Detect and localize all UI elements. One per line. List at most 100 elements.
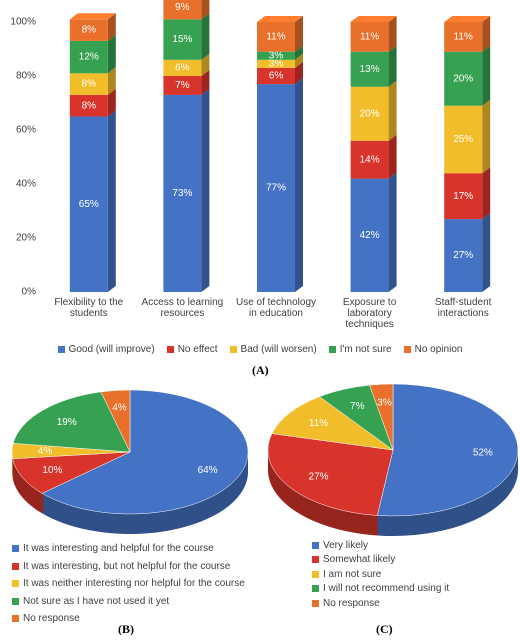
bar-side (107, 13, 116, 41)
legend-label: Good (will improve) (68, 344, 155, 355)
legend-entry: Not sure as I have not used it yet (12, 593, 245, 611)
data-label: 10% (42, 465, 62, 476)
bar-side (388, 134, 397, 179)
data-label: 11% (454, 31, 473, 42)
bar (163, 94, 202, 293)
bar-side (482, 16, 491, 52)
y-tick-label: 100% (10, 17, 36, 28)
x-tick-label: Use of technology in education (235, 297, 317, 319)
bar (444, 219, 483, 292)
data-label: 8% (82, 25, 97, 36)
bar (444, 173, 483, 220)
bar-side (201, 53, 210, 76)
legend-entry: It was interesting and helpful for the c… (12, 540, 245, 558)
y-tick-label: 0% (22, 287, 37, 298)
legend-label: No effect (177, 344, 218, 355)
bar (69, 19, 108, 41)
legend-entry: No response (12, 610, 245, 628)
data-label: 65% (79, 199, 99, 210)
legend-label: Bad (will worsen) (240, 344, 317, 355)
pie-slice (12, 391, 131, 453)
data-label: 7% (175, 80, 190, 91)
bar (163, 19, 202, 60)
data-label: 11% (360, 31, 379, 42)
legend-swatch (312, 541, 319, 549)
x-tick-label: Staff-student interactions (434, 297, 492, 319)
pie-slice (100, 389, 131, 453)
legend-label: It was neither interesting nor helpful f… (23, 578, 245, 590)
bar (257, 67, 295, 85)
bar (163, 76, 202, 95)
legend-label: Very likely (323, 539, 369, 551)
bar (257, 59, 295, 68)
legend-swatch (12, 545, 19, 553)
legend-swatch (312, 556, 319, 564)
data-label: 20% (360, 108, 380, 119)
bar-side (388, 172, 397, 292)
data-label: 9% (175, 2, 190, 13)
data-label: 11% (266, 31, 285, 42)
data-label: 52% (473, 448, 493, 459)
legend-swatch (12, 615, 19, 623)
pie-slice (369, 383, 394, 451)
bar-side (295, 61, 303, 85)
bar-side (107, 34, 116, 74)
bar-side (388, 80, 397, 141)
data-label: 3% (269, 58, 284, 69)
bar (163, 59, 202, 76)
bar-top (444, 16, 491, 22)
bar-side (295, 45, 303, 60)
legend-swatch (12, 580, 19, 588)
bar-top (257, 16, 303, 22)
legend: Very likely Somewhat likely I am not sure I… (312, 538, 449, 611)
legend-label: Not sure as I have not used it yet (23, 595, 170, 607)
data-label: 13% (360, 64, 380, 75)
bar-top (350, 16, 397, 22)
bar (444, 51, 483, 106)
data-label: 64% (198, 465, 218, 476)
bar-side (388, 16, 397, 52)
bar-top (69, 13, 116, 20)
bar-side (107, 88, 116, 117)
legend-label: No response (323, 597, 380, 609)
legend-swatch (312, 570, 319, 578)
legend-swatch (312, 585, 319, 593)
legend-entry: Bad (will worsen) (229, 344, 317, 355)
x-tick-label: Exposure to laboratory techniques (342, 297, 397, 330)
bar (257, 84, 295, 292)
legend-entry: No effect (166, 344, 218, 355)
legend-label: I am not sure (323, 568, 382, 580)
bar-side (482, 167, 491, 220)
y-tick-label: 60% (16, 125, 36, 136)
caption: (C) (376, 622, 393, 636)
bar-side (295, 16, 303, 52)
legend-entry: I will not recommend using it (312, 582, 449, 597)
bar (69, 40, 108, 74)
legend-label: Somewhat likely (323, 554, 396, 566)
data-label: 4% (38, 446, 53, 457)
legend-label: I will not recommend using it (323, 583, 450, 595)
bar (350, 140, 389, 179)
bar (350, 51, 389, 87)
bar (350, 22, 389, 52)
data-label: 7% (350, 401, 365, 412)
bar-side (482, 213, 491, 292)
legend-entry: I'm not sure (328, 344, 392, 355)
bar (69, 73, 108, 95)
legend-label: It was interesting, but not helpful for … (23, 560, 231, 572)
data-label: 20% (453, 73, 473, 84)
legend-label: I'm not sure (339, 344, 392, 355)
legend-swatch (12, 562, 19, 570)
legend-entry: It was interesting, but not helpful for … (12, 558, 245, 576)
bar-side (295, 78, 303, 292)
bar-side (201, 0, 210, 20)
legend-label: It was interesting and helpful for the c… (23, 543, 214, 555)
legend-entry: I am not sure (312, 567, 449, 582)
bar-side (482, 99, 491, 174)
pie-slice (41, 389, 249, 515)
data-label: 3% (269, 50, 284, 61)
legend: Good (will improve) No effect Bad (will wo… (0, 344, 520, 355)
pie-slice (12, 451, 131, 494)
